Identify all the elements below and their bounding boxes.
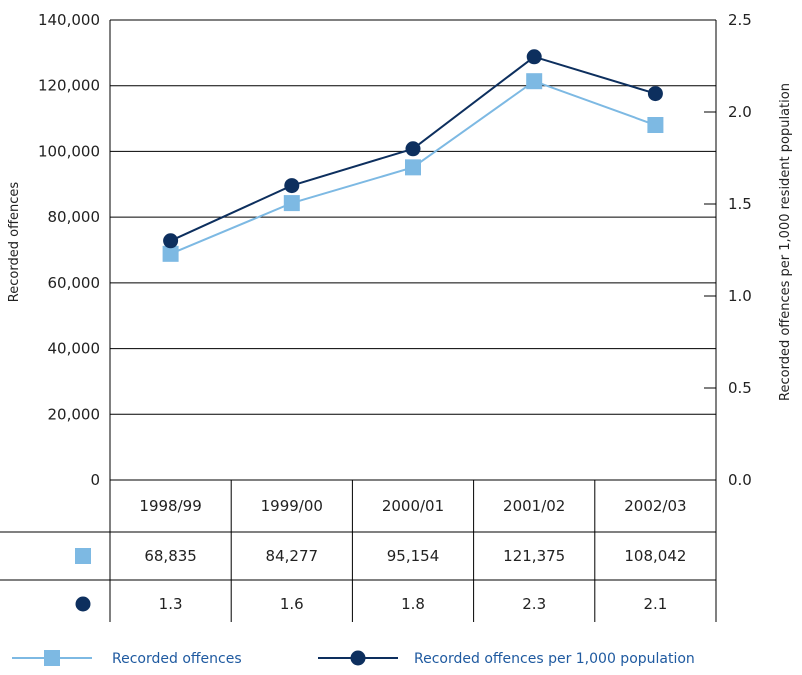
right-tick-label: 2.5: [728, 11, 752, 29]
data-point-circle: [163, 233, 179, 249]
category-label: 2001/02: [503, 497, 565, 515]
right-axis-ticks: 0.0 0.5 1.0 1.5 2.0 2.5: [704, 11, 752, 489]
left-tick-label: 100,000: [38, 142, 100, 160]
legend-label-recorded-offences: Recorded offences: [112, 651, 242, 667]
data-point-square: [647, 117, 664, 134]
data-point-square: [405, 159, 421, 176]
table-series-key-square: [75, 548, 91, 564]
right-axis-title: Recorded offences per 1,000 resident pop…: [778, 83, 793, 401]
right-tick-label: 2.0: [728, 103, 752, 121]
series-group: [162, 49, 664, 262]
left-axis-ticks: 0 20,000 40,000 60,000 80,000 100,000 120,000 1…: [38, 11, 100, 489]
table-series-key-circle: [75, 596, 91, 612]
left-axis-title: Recorded offences: [7, 182, 22, 303]
left-tick-label: 60,000: [48, 274, 101, 292]
gridlines: [110, 19, 716, 415]
left-tick-label: 20,000: [48, 405, 101, 423]
left-tick-label: 140,000: [38, 11, 100, 29]
left-tick-label: 80,000: [48, 208, 101, 226]
right-tick-label: 0.0: [728, 471, 752, 489]
category-label: 1998/99: [139, 497, 201, 515]
table-value: 84,277: [266, 547, 319, 565]
data-point-square: [283, 195, 300, 212]
data-point-square: [162, 245, 179, 262]
data-point-circle: [526, 49, 542, 65]
legend-marker-square: [44, 650, 60, 666]
category-label: 2000/01: [382, 497, 444, 515]
table-value: 121,375: [503, 547, 565, 565]
left-tick-label: 120,000: [38, 77, 100, 95]
right-tick-label: 1.5: [728, 195, 752, 213]
table-value: 1.6: [280, 595, 304, 613]
category-label: 1999/00: [261, 497, 323, 515]
category-label: 2002/03: [624, 497, 686, 515]
left-tick-label: 40,000: [48, 340, 101, 358]
data-point-square: [526, 73, 543, 90]
table-value: 1.8: [401, 595, 425, 613]
legend-label-per-population: Recorded offences per 1,000 population: [414, 651, 695, 667]
table-value: 2.3: [522, 595, 546, 613]
left-tick-label: 0: [90, 471, 100, 489]
data-point-circle: [284, 178, 300, 194]
table-value: 95,154: [387, 547, 440, 565]
legend-marker-circle: [350, 650, 366, 666]
data-point-circle: [647, 86, 663, 102]
table-value: 68,835: [144, 547, 197, 565]
legend: Recorded offences Recorded offences per 1…: [12, 650, 695, 667]
data-table: 1998/99 1999/00 2000/01 2001/02 2002/03 68,83…: [0, 480, 717, 622]
right-tick-label: 1.0: [728, 287, 752, 305]
data-point-circle: [405, 141, 421, 157]
right-tick-label: 0.5: [728, 379, 752, 397]
table-value: 1.3: [159, 595, 183, 613]
table-value: 108,042: [624, 547, 686, 565]
table-value: 2.1: [643, 595, 667, 613]
axes: [109, 20, 717, 481]
